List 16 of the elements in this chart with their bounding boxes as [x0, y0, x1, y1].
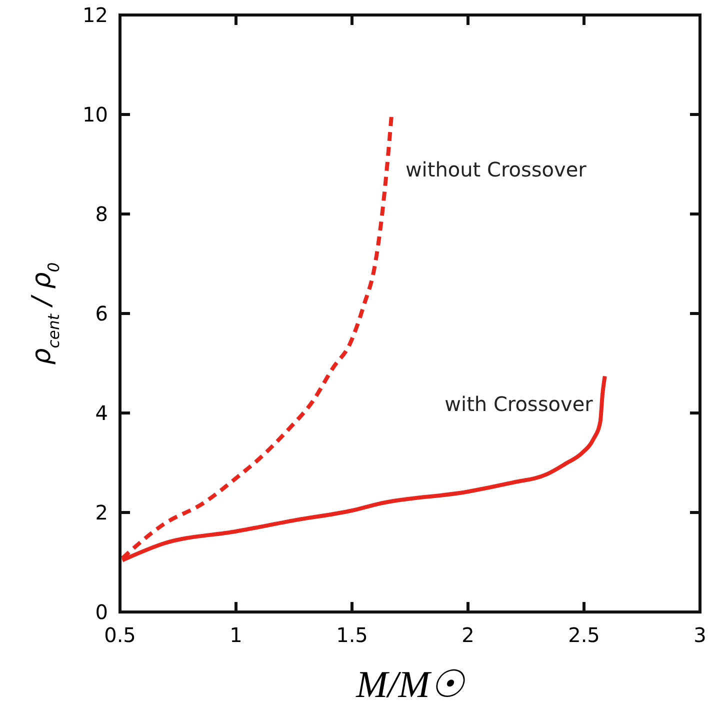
- y-tick-label: 2: [95, 500, 108, 524]
- series-label: with Crossover: [444, 392, 594, 416]
- y-tick-label: 10: [82, 102, 108, 126]
- y-tick-label: 0: [95, 600, 108, 624]
- x-tick-label: 1.5: [336, 623, 368, 647]
- series-label: without Crossover: [405, 157, 588, 182]
- y-tick-label: 8: [95, 202, 108, 226]
- y-tick-label: 4: [95, 401, 108, 425]
- y-tick-label: 6: [95, 302, 108, 326]
- x-axis-title: M/M☉: [355, 664, 466, 706]
- x-tick-label: 3: [694, 623, 706, 647]
- y-tick-label: 12: [82, 3, 108, 27]
- x-tick-label: 1: [230, 623, 242, 647]
- x-tick-label: 0.5: [104, 623, 136, 647]
- x-tick-label: 2: [462, 623, 474, 647]
- x-tick-label: 2.5: [568, 623, 600, 647]
